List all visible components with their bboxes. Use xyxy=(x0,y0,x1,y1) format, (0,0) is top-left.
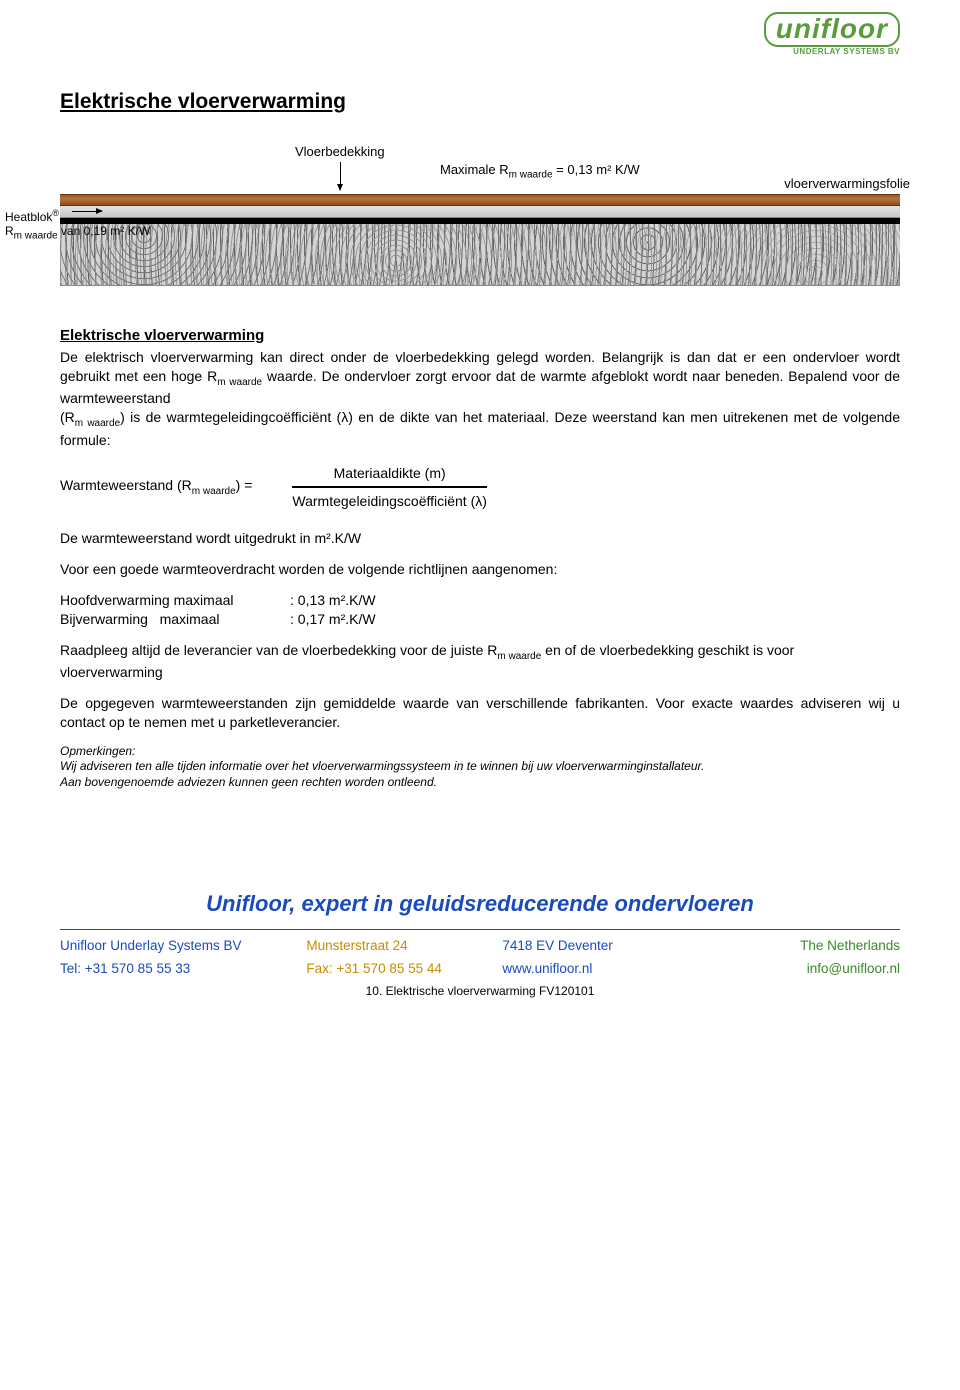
section-heading: Elektrische vloerverwarming xyxy=(60,326,900,346)
guideline-row-bij: Bijverwarming maximaal : 0,17 m².K/W xyxy=(60,610,900,629)
layer-wood xyxy=(60,194,900,206)
footer-tel: Tel: +31 570 85 55 33 xyxy=(60,961,295,976)
footer: Unifloor Underlay Systems BV Munsterstra… xyxy=(60,929,900,998)
paragraph-raadpleeg: Raadpleeg altijd de leverancier van de v… xyxy=(60,641,900,682)
formula-numerator: Materiaaldikte (m) xyxy=(292,464,487,483)
diagram-label-maximale: Maximale Rm waarde = 0,13 m² K/W xyxy=(440,162,640,181)
footer-email: info@unifloor.nl xyxy=(715,961,900,976)
notes-block: Opmerkingen: Wij adviseren ten alle tijd… xyxy=(60,744,900,791)
footer-fax: Fax: +31 570 85 55 44 xyxy=(306,961,491,976)
heatblok-value: Rm waarde van 0,19 m² K/W xyxy=(5,224,150,242)
footer-doc-id: 10. Elektrische vloerverwarming FV120101 xyxy=(60,984,900,998)
diagram-label-vloerbedekking: Vloerbedekking xyxy=(295,144,385,159)
footer-street: Munsterstraat 24 xyxy=(306,938,491,953)
maximale-sub: m waarde xyxy=(509,170,553,181)
paragraph-gemiddelde: De opgegeven warmteweerstanden zijn gemi… xyxy=(60,694,900,732)
footer-city: 7418 EV Deventer xyxy=(502,938,704,953)
diagram-layers: vloerverwarmingsfolie Heatblok Rm waarde… xyxy=(60,194,900,286)
arrow-down-icon xyxy=(340,162,341,190)
formula-lhs: Warmteweerstand (Rm waarde) = xyxy=(60,476,252,498)
formula-divider xyxy=(292,486,487,488)
footer-company: Unifloor Underlay Systems BV xyxy=(60,938,295,953)
main-content: Elektrische vloerverwarming De elektrisc… xyxy=(60,326,900,791)
guideline-row-hoofd: Hoofdverwarming maximaal : 0,13 m².K/W xyxy=(60,591,900,610)
diagram-label-heatblok: Heatblok Rm waarde van 0,19 m² K/W xyxy=(5,208,150,243)
footer-web: www.unifloor.nl xyxy=(502,961,704,976)
notes-heading: Opmerkingen: xyxy=(60,744,900,760)
guidelines-table: Hoofdverwarming maximaal : 0,13 m².K/W B… xyxy=(60,591,900,629)
layer-grey xyxy=(60,206,900,218)
formula-rhs: Materiaaldikte (m) Warmtegeleidingscoëff… xyxy=(292,464,487,512)
maximale-prefix: Maximale R xyxy=(440,162,509,177)
logo: unifloor UNDERLAY SYSTEMS BV xyxy=(764,12,900,56)
logo-brand: unifloor xyxy=(764,12,900,47)
floor-diagram: Vloerbedekking Maximale Rm waarde = 0,13… xyxy=(60,144,900,286)
paragraph-intro: De elektrisch vloerverwarming kan direct… xyxy=(60,348,900,449)
formula-denominator: Warmtegeleidingscoëfficiënt (λ) xyxy=(292,492,487,511)
footer-country: The Netherlands xyxy=(715,938,900,953)
unit-line: De warmteweerstand wordt uitgedrukt in m… xyxy=(60,529,900,548)
diagram-label-folie: vloerverwarmingsfolie xyxy=(784,176,910,191)
maximale-suffix: = 0,13 m² K/W xyxy=(553,162,640,177)
footer-row-1: Unifloor Underlay Systems BV Munsterstra… xyxy=(60,938,900,953)
notes-line-2: Aan bovengenoemde adviezen kunnen geen r… xyxy=(60,775,900,791)
formula: Warmteweerstand (Rm waarde) = Materiaald… xyxy=(60,464,900,512)
tagline: Unifloor, expert in geluidsreducerende o… xyxy=(60,891,900,917)
layer-concrete xyxy=(60,224,900,286)
footer-row-2: Tel: +31 570 85 55 33 Fax: +31 570 85 55… xyxy=(60,961,900,976)
logo-subtitle: UNDERLAY SYSTEMS BV xyxy=(764,47,900,56)
page-title: Elektrische vloerverwarming xyxy=(60,90,900,114)
notes-line-1: Wij adviseren ten alle tijden informatie… xyxy=(60,759,900,775)
guideline-intro: Voor een goede warmteoverdracht worden d… xyxy=(60,560,900,579)
arrow-right-icon xyxy=(72,211,102,212)
